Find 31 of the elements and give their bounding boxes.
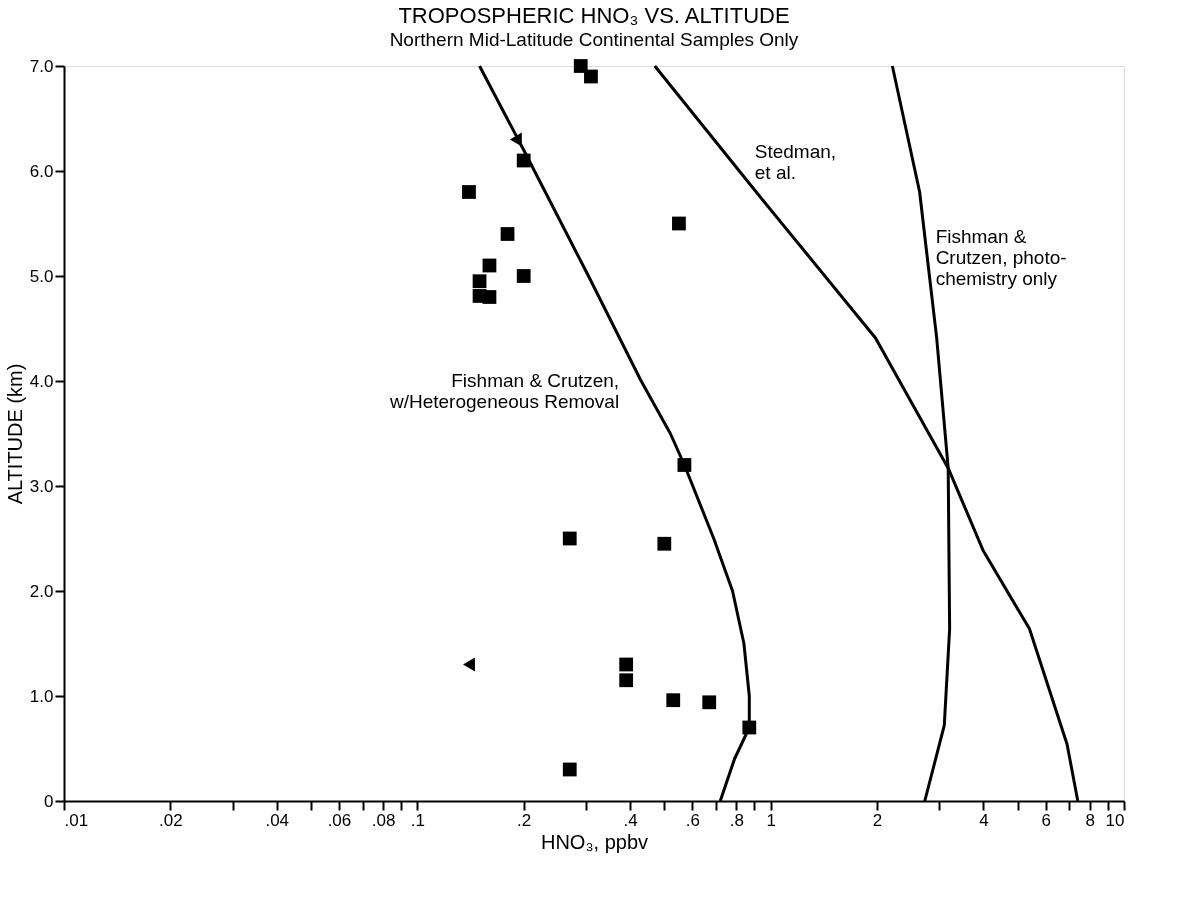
x-tick-label: .08: [371, 810, 396, 830]
series-label: Fishman & Crutzen, photo- chemistry only: [935, 226, 1067, 289]
x-tick-label: .04: [265, 810, 290, 830]
x-tick-label: .1: [410, 810, 425, 830]
x-tick-label: .8: [729, 810, 745, 830]
series-label: Stedman, et al.: [754, 140, 837, 183]
x-tick-label: .4: [623, 810, 638, 830]
x-tick-label: 8: [1085, 810, 1095, 830]
x-tick-label: .2: [517, 810, 532, 830]
y-tick-label: 1.0: [29, 686, 54, 706]
y-tick-label: 4.0: [29, 371, 54, 391]
x-tick-label: 4: [979, 810, 989, 830]
y-tick-label: 5.0: [29, 266, 54, 286]
chart-subtitle: Northern Mid-Latitude Continental Samples Only: [389, 29, 799, 50]
y-tick-label: 6.0: [29, 161, 54, 181]
x-tick-label: .01: [64, 810, 89, 830]
x-tick-label: .02: [159, 810, 183, 830]
y-axis-title: ALTITUDE (km): [3, 363, 26, 505]
chart-title: TROPOSPHERIC HNO₃ VS. ALTITUDE: [398, 3, 790, 28]
y-tick-label: 7.0: [29, 56, 54, 76]
x-tick-label: 1: [766, 810, 776, 830]
y-tick-label: 3.0: [29, 476, 54, 496]
x-axis-title: HNO₃, ppbv: [540, 830, 649, 853]
y-tick-label: 0: [44, 791, 54, 811]
x-tick-label: .6: [685, 810, 700, 830]
x-tick-label: 2: [872, 810, 883, 830]
x-tick-label: 6: [1041, 810, 1051, 830]
y-tick-label: 2.0: [29, 581, 54, 601]
x-tick-label: 10: [1105, 810, 1125, 830]
series-label: Fishman & Crutzen, w/Heterogeneous Removal: [388, 370, 620, 412]
x-tick-label: .06: [327, 810, 352, 830]
